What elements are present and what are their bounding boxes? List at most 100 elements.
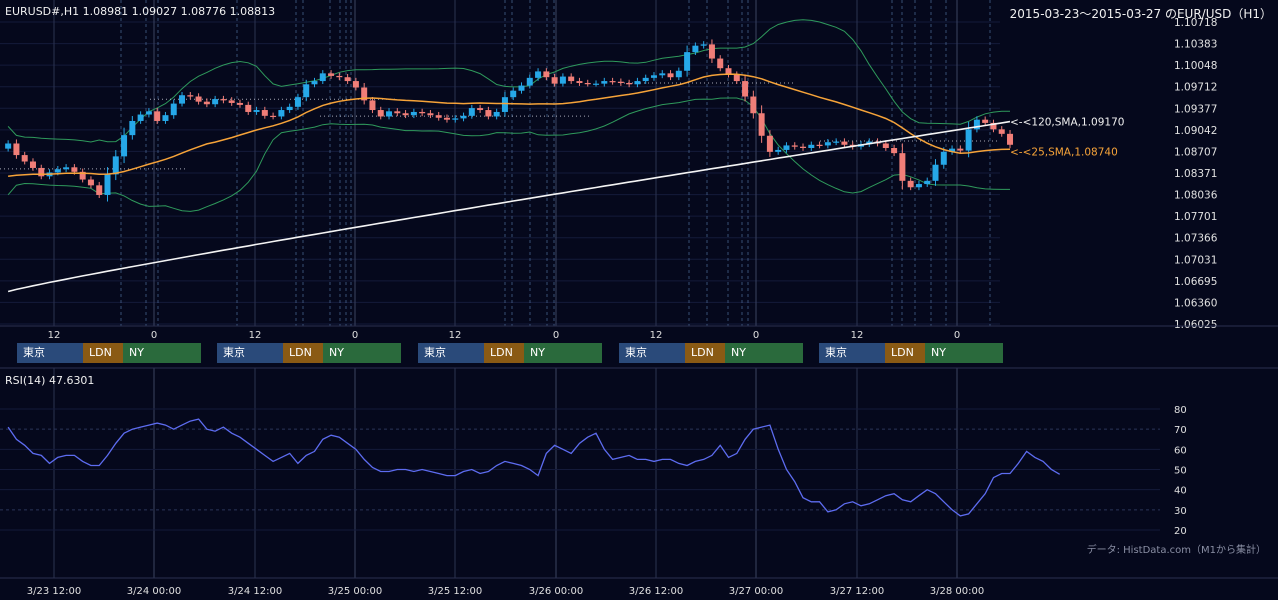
candle	[1007, 130, 1014, 149]
candle	[38, 164, 45, 180]
candle-body	[684, 52, 691, 71]
sma120-label: <-<120,SMA,1.09170	[1010, 117, 1124, 129]
candle-body	[899, 153, 906, 181]
candle	[129, 116, 136, 140]
bollinger-bands	[7, 19, 1010, 212]
candle	[477, 104, 484, 113]
candle	[311, 77, 318, 88]
rsi-label: RSI(14) 47.6301	[5, 374, 95, 387]
candle	[278, 106, 285, 120]
candle	[882, 140, 889, 151]
candle	[982, 116, 989, 126]
candle-body	[179, 95, 186, 104]
hour-tick-label: 0	[352, 330, 358, 341]
session-newyork: NY	[725, 343, 803, 363]
candle-body	[924, 180, 931, 185]
session-newyork: NY	[524, 343, 602, 363]
candle-body	[203, 101, 210, 105]
candle-body	[145, 111, 152, 115]
candle-series	[5, 39, 1014, 202]
candle-body	[675, 70, 682, 78]
candle	[725, 64, 732, 78]
price-tick-label: 1.09712	[1174, 82, 1217, 94]
candle-body	[750, 96, 757, 114]
candle	[940, 147, 947, 169]
candle-body	[808, 144, 815, 148]
candle	[949, 145, 956, 155]
candle-body	[29, 161, 36, 168]
candle-body	[634, 81, 641, 85]
candle	[551, 73, 558, 87]
hour-tick-label: 0	[954, 330, 960, 341]
candle	[733, 71, 740, 84]
candle-body	[932, 164, 939, 181]
rsi-tick-label: 40	[1174, 486, 1187, 497]
candle	[833, 138, 840, 146]
candle	[535, 68, 542, 81]
candle	[154, 107, 161, 125]
candle-body	[791, 145, 798, 147]
candle-body	[460, 115, 467, 119]
candle	[253, 106, 260, 115]
candle	[501, 91, 508, 117]
candle	[609, 77, 616, 85]
hour-tick-label: 0	[753, 330, 759, 341]
date-tick-label: 3/25 12:00	[428, 586, 482, 597]
candle	[510, 87, 517, 101]
candle-body	[650, 75, 657, 78]
candle	[650, 72, 657, 81]
candle-body	[352, 81, 359, 88]
candle-body	[990, 122, 997, 130]
candle	[361, 83, 368, 105]
date-tick-label: 3/23 12:00	[27, 586, 81, 597]
candle-body	[775, 149, 782, 152]
data-credit: データ: HistData.com（M1から集計）	[1086, 545, 1266, 556]
candle	[973, 116, 980, 133]
candle-body	[5, 143, 12, 149]
candle-body	[361, 87, 368, 101]
price-tick-label: 1.08707	[1174, 146, 1217, 158]
candle	[617, 78, 624, 86]
candle	[559, 73, 566, 87]
candle	[775, 146, 782, 155]
candle	[228, 97, 235, 106]
candle-body	[907, 180, 914, 188]
candle	[460, 112, 467, 122]
candle-body	[601, 81, 608, 84]
candle-body	[394, 111, 401, 114]
candle-body	[187, 95, 194, 97]
candle-body	[526, 77, 533, 86]
session-london: LDN	[283, 343, 323, 363]
candle-body	[278, 110, 285, 117]
candle	[485, 106, 492, 120]
candle	[294, 93, 301, 110]
candle-body	[386, 111, 393, 117]
candle-body	[13, 143, 20, 156]
candle-body	[535, 71, 542, 78]
candle	[328, 70, 335, 79]
candle-body	[982, 119, 989, 123]
rsi-tick-label: 30	[1174, 506, 1187, 517]
candle	[170, 99, 177, 119]
candle-body	[973, 119, 980, 130]
symbol-info: EURUSD#,H1 1.08981 1.09027 1.08776 1.088…	[5, 5, 276, 18]
rsi-tick-label: 60	[1174, 445, 1187, 456]
candle	[824, 138, 831, 149]
rsi-tick-label: 70	[1174, 425, 1187, 436]
candle-body	[957, 148, 964, 151]
candle	[5, 140, 12, 152]
price-tick-label: 1.10048	[1174, 60, 1217, 72]
candle	[924, 177, 931, 187]
candle-body	[311, 81, 318, 85]
candle-body	[617, 81, 624, 84]
session-tokyo: 東京	[418, 343, 484, 363]
candle	[841, 138, 848, 148]
gridlines	[0, 0, 1000, 578]
candle-body	[510, 90, 517, 98]
candle	[659, 70, 666, 79]
candle	[402, 110, 409, 119]
candle-body	[435, 115, 442, 118]
candle-body	[112, 156, 119, 175]
session-london: LDN	[83, 343, 123, 363]
